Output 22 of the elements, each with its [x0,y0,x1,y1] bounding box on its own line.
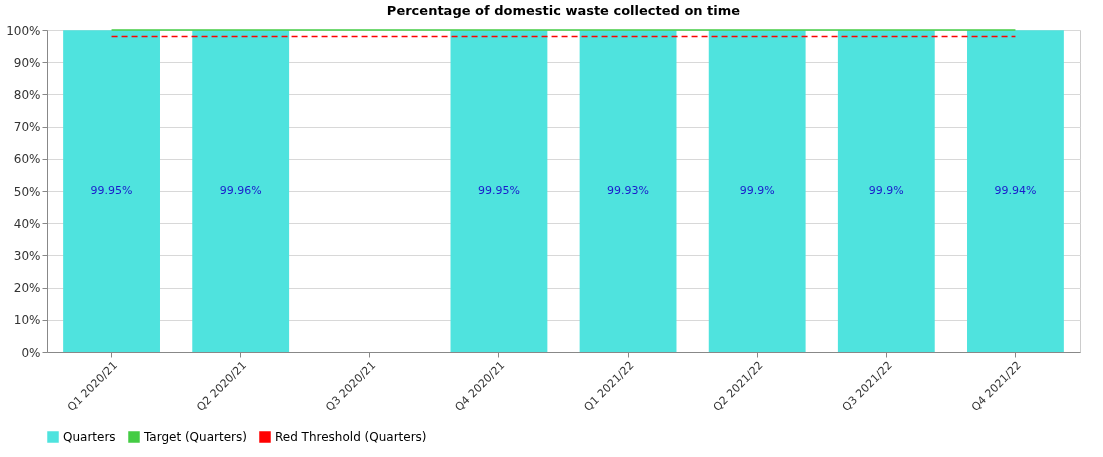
data-label: 99.93% [607,184,650,198]
y-tick-label: 40% [13,216,41,231]
data-label: 99.96% [219,184,262,198]
data-label: 99.95% [90,184,133,198]
y-tick-label: 10% [13,313,41,328]
y-tick-label: 30% [13,248,41,263]
legend-label: Red Threshold (Quarters) [275,430,427,444]
y-tick-label: 90% [13,55,41,70]
data-label: 99.9% [739,184,775,198]
data-label: 99.94% [994,184,1037,198]
y-tick-label: 20% [13,281,41,296]
legend-label: Target (Quarters) [143,430,247,444]
y-tick-label: 70% [13,120,41,135]
data-label: 99.9% [868,184,904,198]
chart-title: Percentage of domestic waste collected on time [386,3,741,18]
y-tick-label: 0% [21,345,41,360]
legend-label: Quarters [63,430,116,444]
y-tick-label: 60% [13,152,41,167]
y-tick-label: 80% [13,87,41,102]
y-tick-label: 100% [6,23,41,38]
data-label: 99.95% [477,184,520,198]
y-tick-label: 50% [13,184,41,199]
